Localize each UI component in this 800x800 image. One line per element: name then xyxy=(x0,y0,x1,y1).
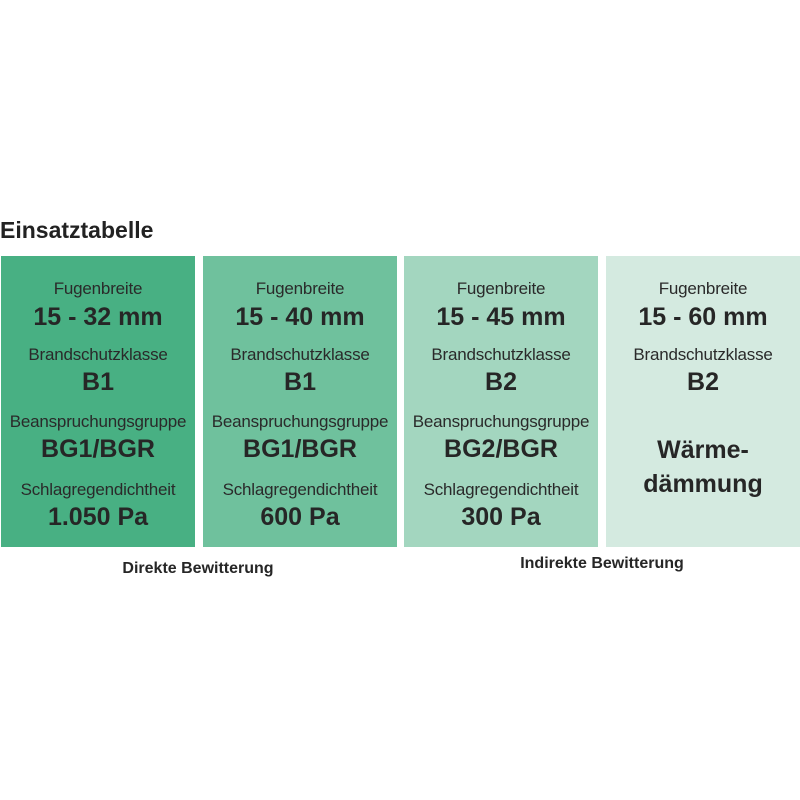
spec-label-l3: Beanspruchungsgruppe xyxy=(211,412,389,431)
spec-value-v2: B1 xyxy=(284,368,316,396)
spec-value-v1: 15 - 40 mm xyxy=(235,303,365,331)
spec-label-l4: Schlagregendichtheit xyxy=(423,480,579,499)
spec-value-note1: Wärme- xyxy=(657,436,749,464)
page-title: Einsatztabelle xyxy=(0,217,154,243)
spec-label-l3: Beanspruchungsgruppe xyxy=(9,412,187,431)
spec-value-note2: dämmung xyxy=(643,470,763,498)
spec-value-v4: 300 Pa xyxy=(461,503,541,531)
spec-column-3: Fugenbreite 15 - 45 mm Brandschutzklasse B2… xyxy=(404,256,598,547)
spec-value-v3: BG1/BGR xyxy=(243,435,357,463)
spec-label-l2: Brandschutzklasse xyxy=(230,345,370,364)
spec-label-l4: Schlagregendichtheit xyxy=(222,480,378,499)
spec-value-v4: 1.050 Pa xyxy=(47,503,149,531)
spec-label-l1: Fugenbreite xyxy=(255,279,345,298)
spec-value-v4: 600 Pa xyxy=(260,503,340,531)
spec-value-v2: B1 xyxy=(82,368,114,396)
spec-value-v1: 15 - 45 mm xyxy=(436,303,566,331)
caption-indirect: Indirekte Bewitterung xyxy=(520,555,684,572)
spec-label-l3: Beanspruchungsgruppe xyxy=(412,412,590,431)
spec-value-v1: 15 - 60 mm xyxy=(638,303,768,331)
spec-value-v2: B2 xyxy=(485,368,517,396)
spec-label-l2: Brandschutzklasse xyxy=(28,345,168,364)
spec-label-l1: Fugenbreite xyxy=(658,279,748,298)
caption-direct: Direkte Bewitterung xyxy=(122,560,274,577)
spec-value-v3: BG1/BGR xyxy=(41,435,155,463)
spec-column-1: Fugenbreite 15 - 32 mm Brandschutzklasse B1… xyxy=(1,256,195,547)
spec-label-l2: Brandschutzklasse xyxy=(633,345,773,364)
spec-column-4: Fugenbreite 15 - 60 mm Brandschutzklasse B2… xyxy=(606,256,800,547)
spec-label-l1: Fugenbreite xyxy=(53,279,143,298)
spec-label-l4: Schlagregendichtheit xyxy=(20,480,176,499)
spec-label-l2: Brandschutzklasse xyxy=(431,345,571,364)
spec-column-2: Fugenbreite 15 - 40 mm Brandschutzklasse B1… xyxy=(203,256,397,547)
spec-value-v1: 15 - 32 mm xyxy=(33,303,163,331)
spec-label-l1: Fugenbreite xyxy=(456,279,546,298)
spec-value-v2: B2 xyxy=(687,368,719,396)
spec-value-v3: BG2/BGR xyxy=(444,435,558,463)
